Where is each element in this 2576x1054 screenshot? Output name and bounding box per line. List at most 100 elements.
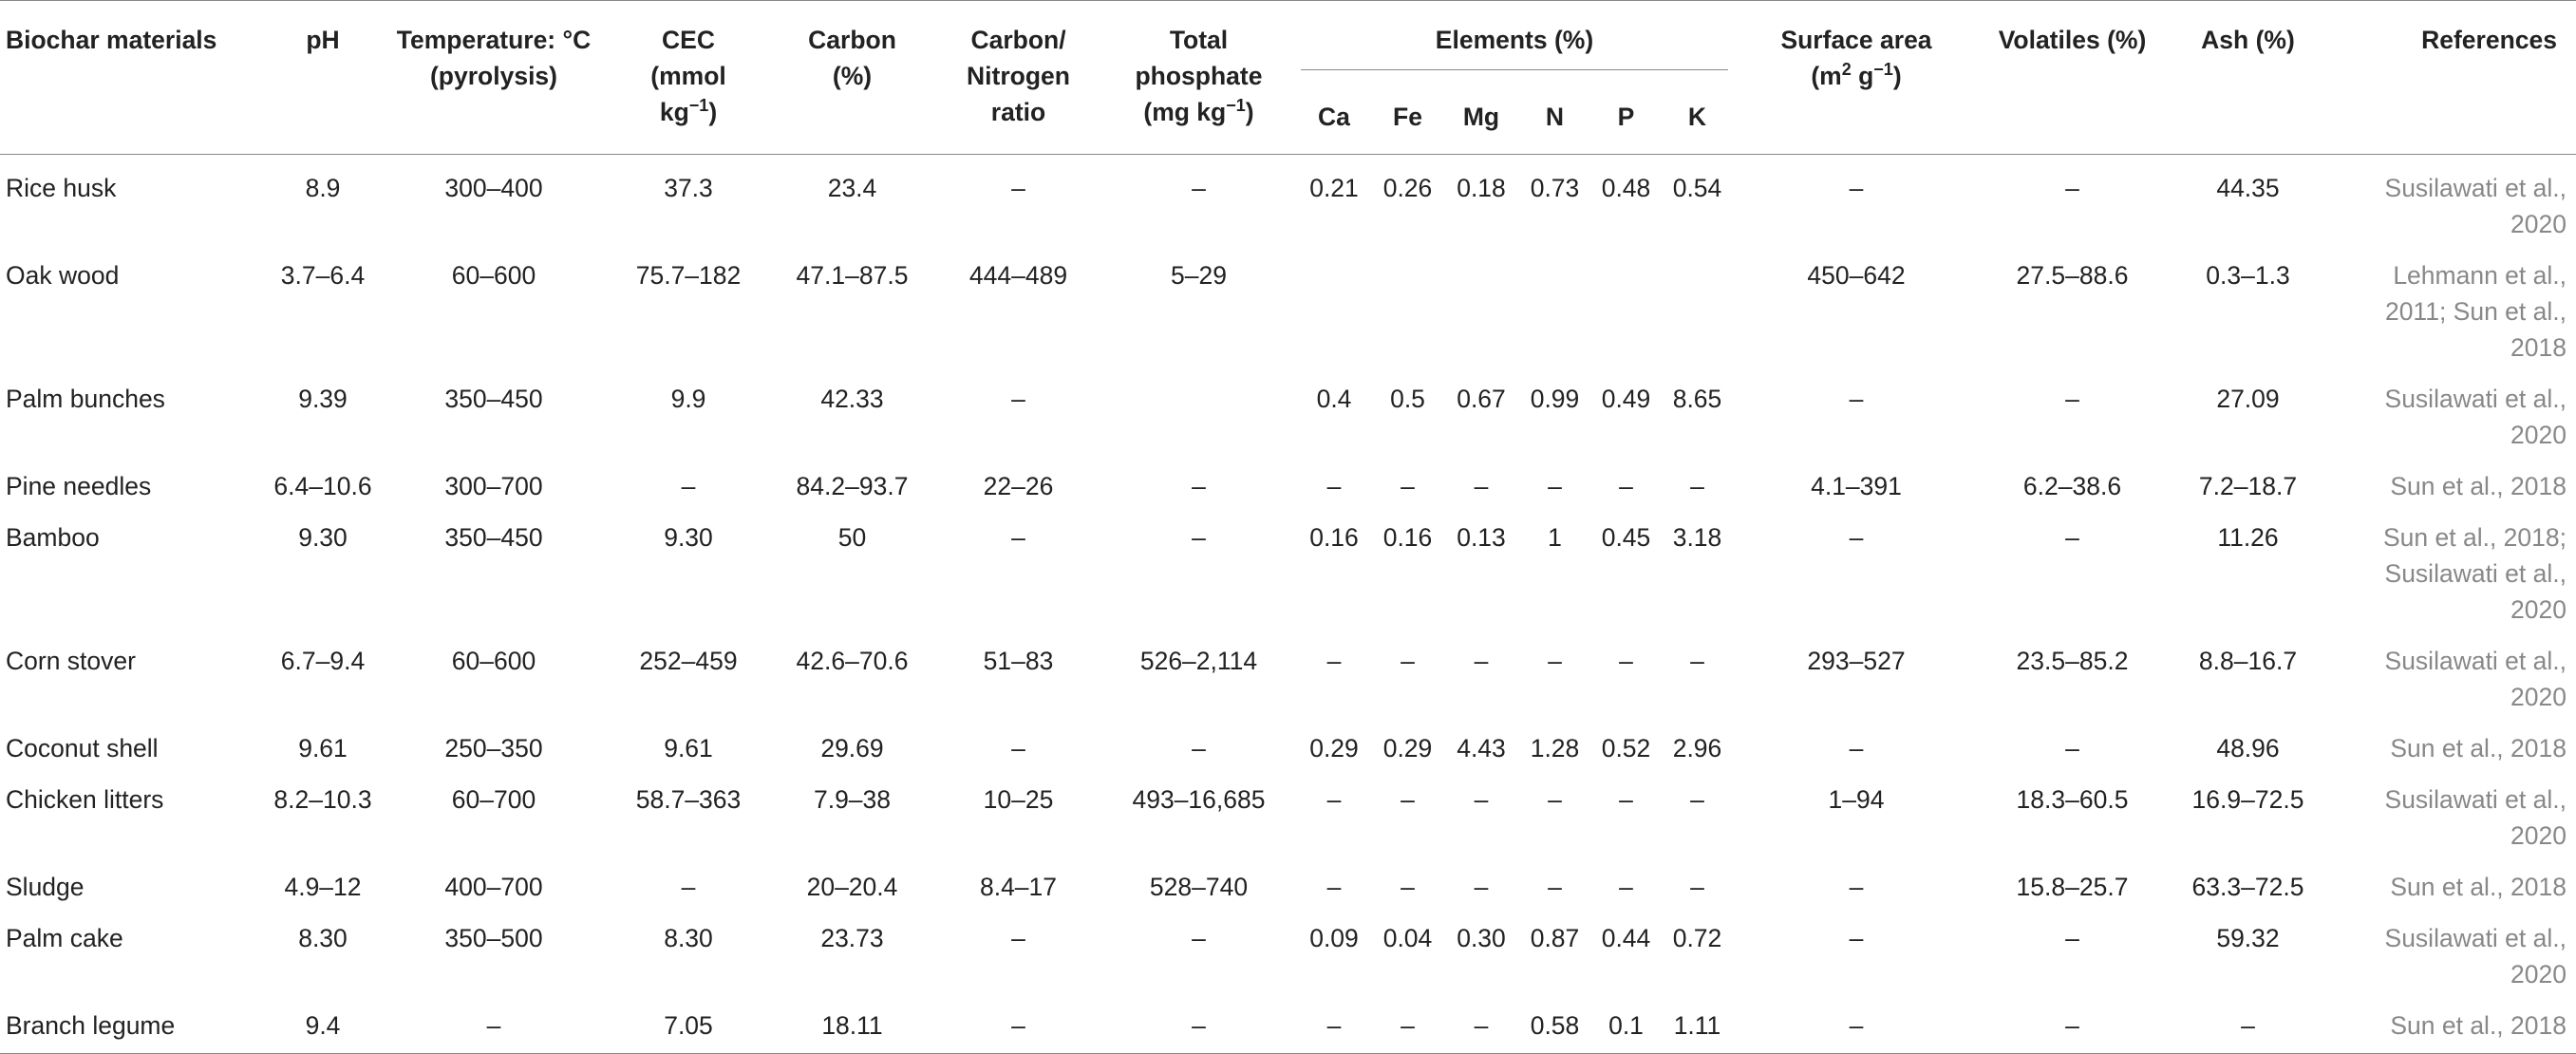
cell-ca bbox=[1296, 242, 1372, 366]
reference-link[interactable]: Sun et al., 2018 bbox=[2390, 734, 2567, 762]
cell-references[interactable]: Susilawati et al., 2020 bbox=[2331, 905, 2576, 992]
cell-surface-area: 1–94 bbox=[1828, 785, 1885, 814]
cell-fe: 0.29 bbox=[1382, 734, 1433, 762]
reference-link[interactable]: 2018 bbox=[2510, 333, 2567, 362]
cec-unit-close: ) bbox=[708, 98, 718, 126]
cell-references[interactable]: Susilawati et al., 2020 bbox=[2331, 766, 2576, 854]
cell-k: 2.96 bbox=[1672, 734, 1722, 762]
cell-p: 0.48 bbox=[1601, 174, 1651, 202]
reference-link[interactable]: Susilawati et al., bbox=[2384, 174, 2567, 202]
cell-mg: – bbox=[1474, 785, 1489, 814]
col-header-ash: Ash (%) bbox=[2201, 26, 2295, 54]
reference-link[interactable]: Susilawati et al., bbox=[2384, 647, 2567, 675]
cell-volatiles: 15.8–25.7 bbox=[2016, 873, 2129, 901]
col-header-ph: pH bbox=[306, 26, 340, 54]
cell-n: – bbox=[1548, 873, 1562, 901]
reference-link[interactable]: 2011; Sun et al., bbox=[2384, 297, 2567, 326]
cell-ash: – bbox=[2241, 1011, 2255, 1040]
col-header-p: P bbox=[1617, 103, 1635, 131]
cell-mg: 0.30 bbox=[1457, 924, 1506, 952]
reference-link[interactable]: 2020 bbox=[2510, 821, 2567, 850]
reference-link[interactable]: 2020 bbox=[2510, 421, 2567, 449]
cell-references[interactable]: Sun et al., 2018; Susilawati et al., 2020 bbox=[2331, 504, 2576, 628]
cell-fe: 0.5 bbox=[1390, 385, 1425, 413]
cell-cn-ratio: 8.4–17 bbox=[979, 873, 1058, 901]
reference-link[interactable]: 2020 bbox=[2510, 595, 2567, 624]
cell-carbon: 7.9–38 bbox=[813, 785, 892, 814]
cell-references[interactable]: Sun et al., 2018 bbox=[2331, 715, 2576, 766]
cell-references[interactable]: Lehmann et al., 2011; Sun et al., 2018 bbox=[2331, 242, 2576, 366]
col-header-ca: Ca bbox=[1318, 103, 1350, 131]
reference-link[interactable]: Susilawati et al., bbox=[2384, 385, 2567, 413]
cell-surface-area: – bbox=[1849, 734, 1864, 762]
col-header-temperature: Temperature: °C (pyrolysis) bbox=[396, 26, 592, 90]
reference-link[interactable]: Sun et al., 2018; bbox=[2382, 523, 2567, 552]
reference-link[interactable]: Sun et al., 2018 bbox=[2390, 1011, 2567, 1040]
table-row: Sludge 4.9–12 400–700 – 20–20.4 8.4–17 528–740… bbox=[0, 854, 2576, 905]
cell-material: Palm bunches bbox=[6, 385, 165, 413]
cell-volatiles: 27.5–88.6 bbox=[2016, 261, 2129, 290]
reference-link[interactable]: Susilawati et al., bbox=[2384, 924, 2567, 952]
cell-carbon: 47.1–87.5 bbox=[796, 261, 909, 290]
cell-n: 1 bbox=[1548, 523, 1562, 552]
cell-references[interactable]: Susilawati et al., 2020 bbox=[2331, 628, 2576, 715]
cell-cn-ratio: – bbox=[1011, 924, 1025, 952]
tp-unit-exp: −1 bbox=[1226, 96, 1246, 116]
table-header: Biochar materials pH Temperature: °C (py… bbox=[0, 1, 2576, 155]
cell-n: 1.28 bbox=[1530, 734, 1580, 762]
cell-mg: – bbox=[1474, 647, 1489, 675]
reference-link[interactable]: Sun et al., 2018 bbox=[2390, 873, 2567, 901]
cell-ash: 59.32 bbox=[2216, 924, 2280, 952]
cell-cec: 37.3 bbox=[664, 174, 713, 202]
col-header-fe: Fe bbox=[1393, 103, 1422, 131]
cell-carbon: 18.11 bbox=[821, 1011, 883, 1040]
cell-cn-ratio: 10–25 bbox=[983, 785, 1054, 814]
cell-ca: – bbox=[1326, 873, 1342, 901]
reference-link[interactable]: Sun et al., 2018 bbox=[2390, 472, 2567, 500]
cell-temperature: 60–700 bbox=[451, 785, 536, 814]
col-header-n: N bbox=[1545, 103, 1565, 131]
sa-unit-mid: g bbox=[1851, 62, 1874, 90]
cell-references[interactable]: Sun et al., 2018 bbox=[2331, 453, 2576, 504]
col-header-mg: Mg bbox=[1462, 103, 1500, 131]
cell-ph: 6.4–10.6 bbox=[273, 472, 372, 500]
cell-total-phosphate bbox=[1101, 366, 1296, 453]
cell-ca: – bbox=[1326, 472, 1342, 500]
cell-material: Pine needles bbox=[6, 472, 152, 500]
cell-p: 0.49 bbox=[1601, 385, 1651, 413]
cell-fe: 0.04 bbox=[1382, 924, 1433, 952]
cell-total-phosphate: – bbox=[1192, 1011, 1206, 1040]
reference-link[interactable]: 2020 bbox=[2510, 210, 2567, 238]
table-row: Corn stover 6.7–9.4 60–600 252–459 42.6–70.6… bbox=[0, 628, 2576, 715]
cell-k: 0.72 bbox=[1672, 924, 1722, 952]
cell-carbon: 42.6–70.6 bbox=[796, 647, 909, 675]
cell-fe: – bbox=[1401, 647, 1415, 675]
cell-ph: 9.39 bbox=[298, 385, 348, 413]
cell-material: Sludge bbox=[6, 873, 85, 901]
cell-ph: 8.30 bbox=[298, 924, 348, 952]
cell-references[interactable]: Sun et al., 2018 bbox=[2331, 992, 2576, 1054]
cell-cec: 7.05 bbox=[664, 1011, 713, 1040]
cell-ph: 8.2–10.3 bbox=[273, 785, 372, 814]
reference-link[interactable]: Lehmann et al., bbox=[2393, 261, 2567, 290]
col-header-material: Biochar materials bbox=[6, 26, 217, 54]
cell-cec: – bbox=[681, 873, 696, 901]
cell-references[interactable]: Sun et al., 2018 bbox=[2331, 854, 2576, 905]
cell-ph: 9.61 bbox=[298, 734, 348, 762]
reference-link[interactable]: Susilawati et al., bbox=[2384, 559, 2567, 588]
cell-total-phosphate: – bbox=[1192, 523, 1206, 552]
cell-references[interactable]: Susilawati et al., 2020 bbox=[2331, 155, 2576, 243]
cell-p: – bbox=[1619, 472, 1633, 500]
reference-link[interactable]: 2020 bbox=[2510, 683, 2567, 711]
reference-link[interactable]: 2020 bbox=[2510, 960, 2567, 988]
cell-material: Palm cake bbox=[6, 924, 123, 952]
cell-fe: – bbox=[1401, 1011, 1415, 1040]
col-header-surface-area: Surface area (m2 g−1) bbox=[1733, 1, 1980, 155]
cell-n: – bbox=[1548, 472, 1562, 500]
cell-mg: 4.43 bbox=[1457, 734, 1506, 762]
cell-references[interactable]: Susilawati et al., 2020 bbox=[2331, 366, 2576, 453]
reference-link[interactable]: Susilawati et al., bbox=[2384, 785, 2567, 814]
cell-k: – bbox=[1690, 873, 1704, 901]
cn-line1: Carbon/ bbox=[970, 26, 1066, 54]
cell-cn-ratio: – bbox=[1011, 523, 1025, 552]
